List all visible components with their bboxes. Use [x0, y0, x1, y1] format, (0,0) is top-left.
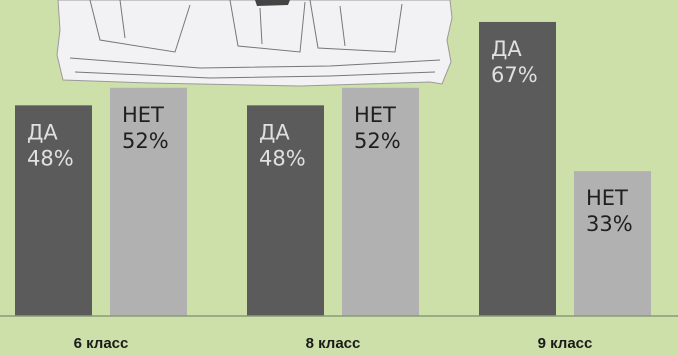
- bar-no-3: [574, 171, 651, 316]
- bar-yes-3: [479, 21, 556, 316]
- bar-value-yes-2: 48%: [259, 146, 306, 170]
- category-label-1: 6 класс: [74, 335, 129, 352]
- category-labels: 6 класс 8 класс 9 класс: [74, 335, 593, 352]
- bar-value-yes-3: 67%: [491, 63, 538, 87]
- bar-label-yes-1: ДА: [27, 120, 58, 144]
- bar-value-no-2: 52%: [354, 129, 401, 153]
- bar-label-no-2: НЕТ: [354, 103, 396, 127]
- bar-value-no-3: 33%: [586, 212, 633, 236]
- bar-value-yes-1: 48%: [27, 146, 74, 170]
- bar-value-no-1: 52%: [122, 129, 169, 153]
- category-label-2: 8 класс: [306, 335, 361, 352]
- bar-label-no-3: НЕТ: [586, 186, 628, 210]
- bar-no-1: [110, 87, 187, 317]
- category-label-3: 9 класс: [538, 335, 593, 352]
- bar-label-yes-2: ДА: [259, 120, 290, 144]
- bar-yes-2: [247, 105, 324, 316]
- bar-yes-1: [15, 105, 92, 316]
- bar-label-yes-3: ДА: [491, 37, 522, 61]
- folders-sketch-icon: [56, 0, 453, 87]
- bar-no-2: [342, 87, 419, 317]
- bar-label-no-1: НЕТ: [122, 103, 164, 127]
